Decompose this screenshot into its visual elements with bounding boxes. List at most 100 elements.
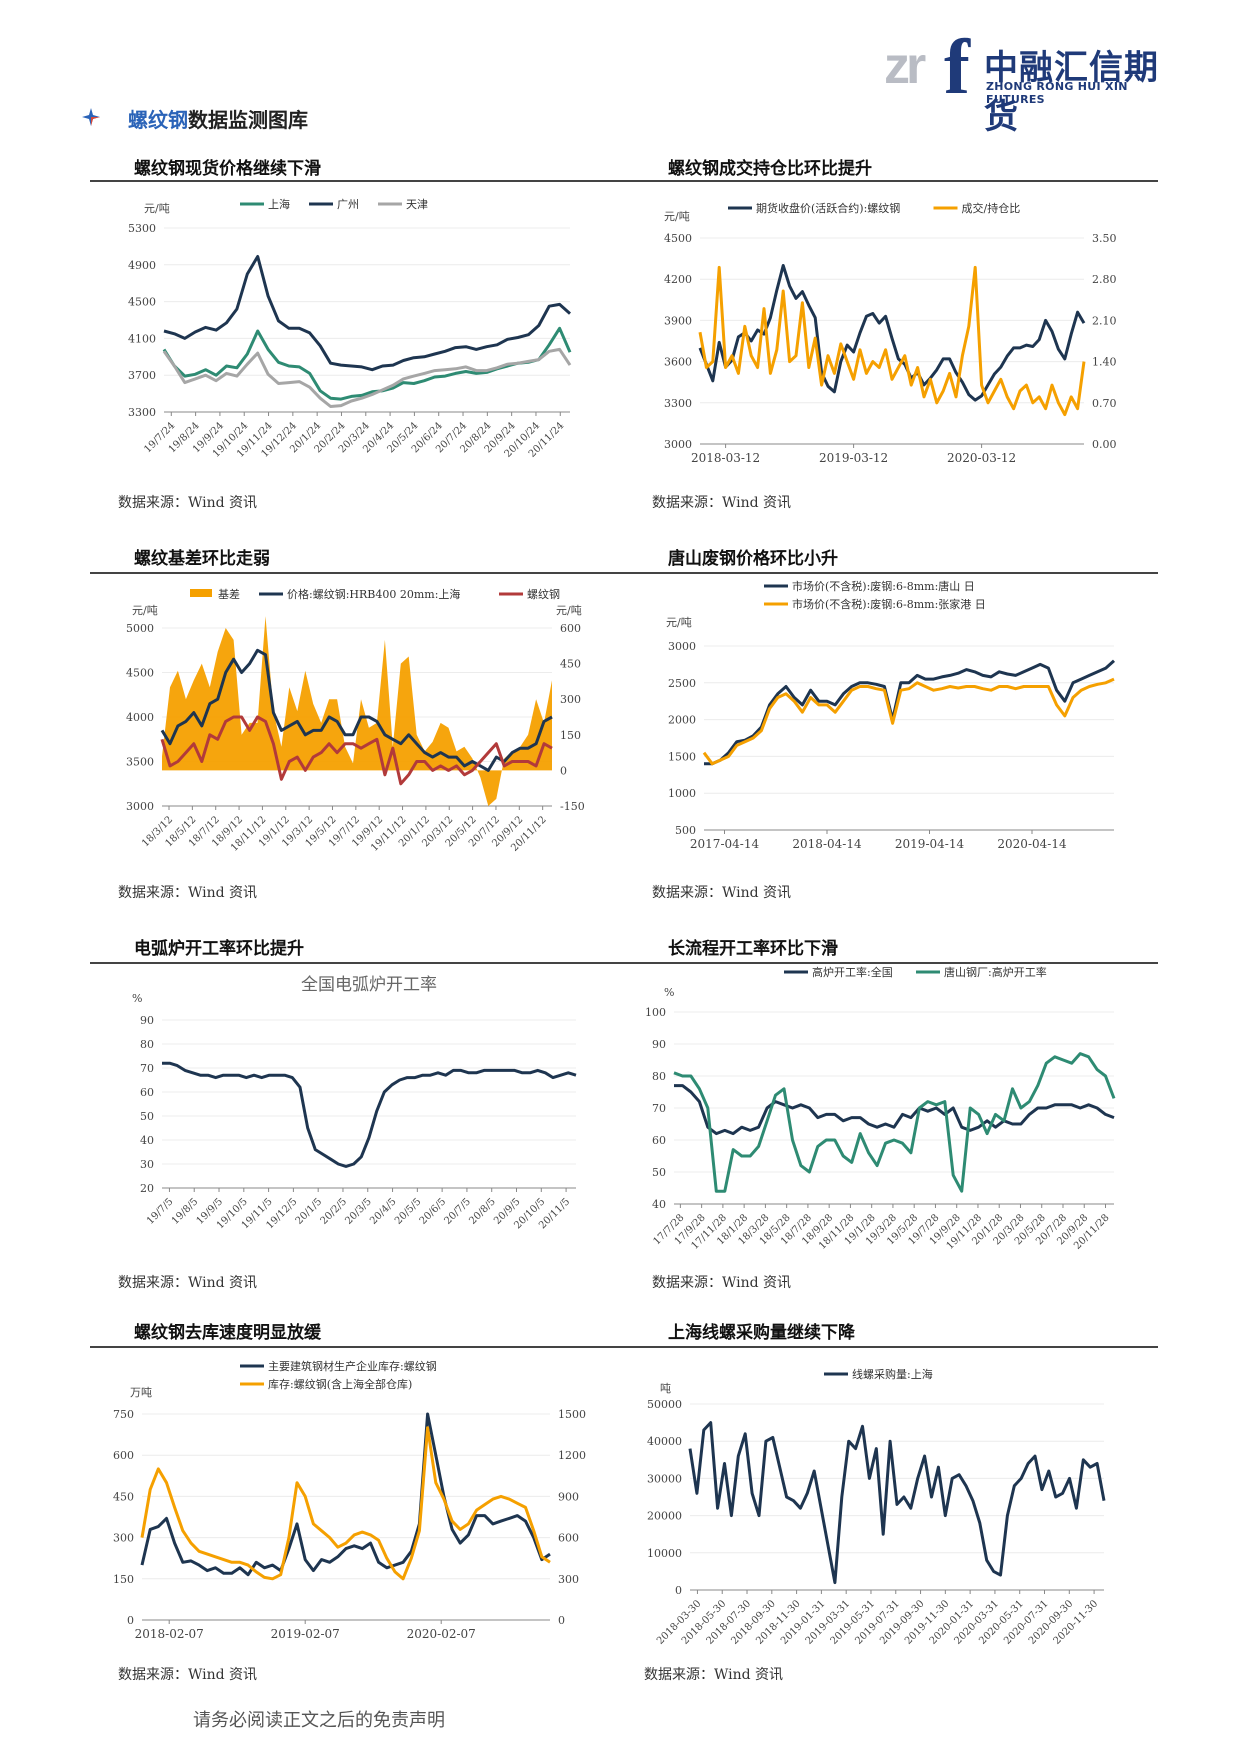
legend-label: 市场价(不含税):废钢:6-8mm:张家港 日 bbox=[792, 597, 986, 611]
x-tick-label: 2018-03-12 bbox=[691, 451, 760, 465]
y2-tick-label: 0 bbox=[558, 1614, 565, 1627]
series-line-0 bbox=[704, 659, 1116, 766]
y-tick-label: 10000 bbox=[647, 1547, 682, 1560]
x-tick-label: 20/6/5 bbox=[418, 1196, 449, 1227]
source-note-1: 数据来源：Wind 资讯 bbox=[118, 495, 258, 511]
x-tick-label: 20/5/5 bbox=[393, 1196, 424, 1227]
y-tick-label: 40000 bbox=[647, 1435, 682, 1448]
y-tick-label: 1500 bbox=[668, 750, 696, 763]
chart-scrap-steel-price: 3000 2500 2000 1500 1000 500 元/吨 2017-04-14 2018… bbox=[666, 579, 1116, 851]
source-note-3: 数据来源：Wind 资讯 bbox=[118, 885, 258, 901]
y2-tick-label: 300 bbox=[560, 693, 581, 706]
y-tick-label: 500 bbox=[675, 824, 696, 837]
x-tick-label: 2019-02-07 bbox=[271, 1627, 340, 1641]
y-tick-label: 60 bbox=[652, 1134, 666, 1147]
legend-label: 唐山钢厂:高炉开工率 bbox=[944, 965, 1047, 979]
x-tick-label: 2018-04-14 bbox=[792, 837, 862, 851]
y-tick-label: 3300 bbox=[664, 397, 692, 410]
y-unit-label: 元/吨 bbox=[132, 604, 158, 617]
chart-title: 全国电弧炉开工率 bbox=[301, 975, 437, 995]
y-tick-label: 3000 bbox=[126, 800, 154, 813]
y2-tick-label: 2.10 bbox=[1092, 314, 1117, 327]
legend-label: 天津 bbox=[406, 198, 428, 211]
y-tick-label: 4000 bbox=[126, 711, 154, 724]
y2-tick-label: 600 bbox=[558, 1532, 579, 1545]
y-tick-label: 40 bbox=[652, 1198, 666, 1211]
source-note-2: 数据来源：Wind 资讯 bbox=[652, 495, 792, 511]
y-tick-label: 3700 bbox=[128, 369, 156, 382]
x-tick-label: 20/7/5 bbox=[443, 1196, 474, 1227]
x-tick-label: 19/8/5 bbox=[170, 1196, 201, 1227]
y2-unit-label: 元/吨 bbox=[556, 604, 582, 617]
y-tick-label: 80 bbox=[652, 1070, 666, 1083]
source-note-7: 数据来源：Wind 资讯 bbox=[118, 1667, 258, 1683]
panel-title-4: 唐山废钢价格环比小升 bbox=[668, 549, 838, 569]
y2-tick-label: 2.80 bbox=[1092, 273, 1117, 286]
series-line-1 bbox=[160, 648, 553, 772]
y2-tick-label: 900 bbox=[558, 1490, 579, 1503]
company-name-en: ZHONG RONG HUI XIN FUTURES bbox=[986, 80, 1128, 106]
x-tick-label: 2020-03-12 bbox=[947, 451, 1016, 465]
series-line-1 bbox=[163, 255, 571, 372]
panel-rule bbox=[90, 962, 1158, 964]
x-tick-label: 20/2/5 bbox=[319, 1196, 350, 1227]
y-unit-label: 元/吨 bbox=[664, 210, 690, 223]
y-tick-label: 600 bbox=[113, 1449, 134, 1462]
section-title-highlight: 螺纹钢 bbox=[128, 108, 188, 132]
series-line-0 bbox=[688, 1421, 1106, 1585]
x-tick-label: 2018-02-07 bbox=[135, 1627, 204, 1641]
y-unit-label: 元/吨 bbox=[144, 202, 170, 215]
legend-label: 螺纹钢 bbox=[527, 587, 560, 601]
y2-tick-label: 3.50 bbox=[1092, 232, 1117, 245]
y-unit-label: % bbox=[664, 986, 674, 999]
y-tick-label: 150 bbox=[113, 1573, 134, 1586]
y-tick-label: 90 bbox=[140, 1014, 154, 1027]
y-tick-label: 4500 bbox=[128, 296, 156, 309]
y-tick-label: 4900 bbox=[128, 259, 156, 272]
legend-label: 成交/持仓比 bbox=[962, 201, 1021, 215]
panel-title-1: 螺纹钢现货价格继续下滑 bbox=[134, 159, 321, 179]
chart-eaf-utilization: 9080706050403020%19/7/519/8/519/9/519/10… bbox=[132, 975, 577, 1231]
y2-tick-label: 0.70 bbox=[1092, 397, 1117, 410]
y-tick-label: 3600 bbox=[664, 356, 692, 369]
series-line-0 bbox=[162, 1061, 577, 1168]
y-tick-label: 60 bbox=[140, 1086, 154, 1099]
y-tick-label: 80 bbox=[140, 1038, 154, 1051]
y2-tick-label: 0.00 bbox=[1092, 438, 1117, 451]
chart-spot-price: 530049004500410037003300元/吨19/7/2419/8/2… bbox=[128, 197, 572, 460]
y-tick-label: 40 bbox=[140, 1134, 154, 1147]
x-tick-label: 19/7/5 bbox=[145, 1196, 176, 1227]
x-tick-label: 2019-04-14 bbox=[895, 837, 965, 851]
series-line-1 bbox=[698, 265, 1086, 417]
series-area-jicha bbox=[162, 616, 552, 806]
y-unit-label: 万吨 bbox=[130, 1386, 152, 1399]
y-tick-label: 4500 bbox=[126, 667, 154, 680]
panel-title-5: 电弧炉开工率环比提升 bbox=[134, 939, 304, 959]
y-tick-label: 4100 bbox=[128, 332, 156, 345]
x-tick-label: 20/1/5 bbox=[294, 1196, 325, 1227]
panel-rule bbox=[90, 180, 1158, 182]
y-tick-label: 30000 bbox=[647, 1472, 682, 1485]
panel-rule bbox=[90, 572, 1158, 574]
y-tick-label: 20000 bbox=[647, 1510, 682, 1523]
chart-basis: 5000 4500 4000 3500 3000 600 450 300 150 0 -150 元/吨… bbox=[126, 587, 585, 854]
panel-title-2: 螺纹钢成交持仓比环比提升 bbox=[668, 159, 872, 179]
y-tick-label: 5000 bbox=[126, 622, 154, 635]
x-tick-label: 2019-03-12 bbox=[819, 451, 888, 465]
y-unit-label: % bbox=[132, 992, 142, 1005]
legend-label: 库存:螺纹钢(含上海全部仓库) bbox=[268, 1377, 412, 1391]
chart-volume-oi-ratio: 4500 4200 3900 3600 3300 3000 3.50 2.80 2.10 1.40… bbox=[664, 201, 1117, 465]
y-tick-label: 3000 bbox=[664, 438, 692, 451]
series-line-0 bbox=[674, 1084, 1115, 1136]
y-tick-label: 3300 bbox=[128, 406, 156, 419]
y-tick-label: 300 bbox=[113, 1532, 134, 1545]
source-note-5: 数据来源：Wind 资讯 bbox=[118, 1275, 258, 1291]
y-unit-label: 元/吨 bbox=[666, 616, 692, 629]
series-line-2 bbox=[162, 347, 572, 408]
legend-label: 期货收盘价(活跃合约):螺纹钢 bbox=[756, 201, 900, 215]
y-tick-label: 50 bbox=[652, 1166, 666, 1179]
y-tick-label: 0 bbox=[127, 1614, 134, 1627]
y-tick-label: 750 bbox=[113, 1408, 134, 1421]
y-tick-label: 2500 bbox=[668, 677, 696, 690]
logo-mark-zr: zr bbox=[884, 37, 926, 95]
